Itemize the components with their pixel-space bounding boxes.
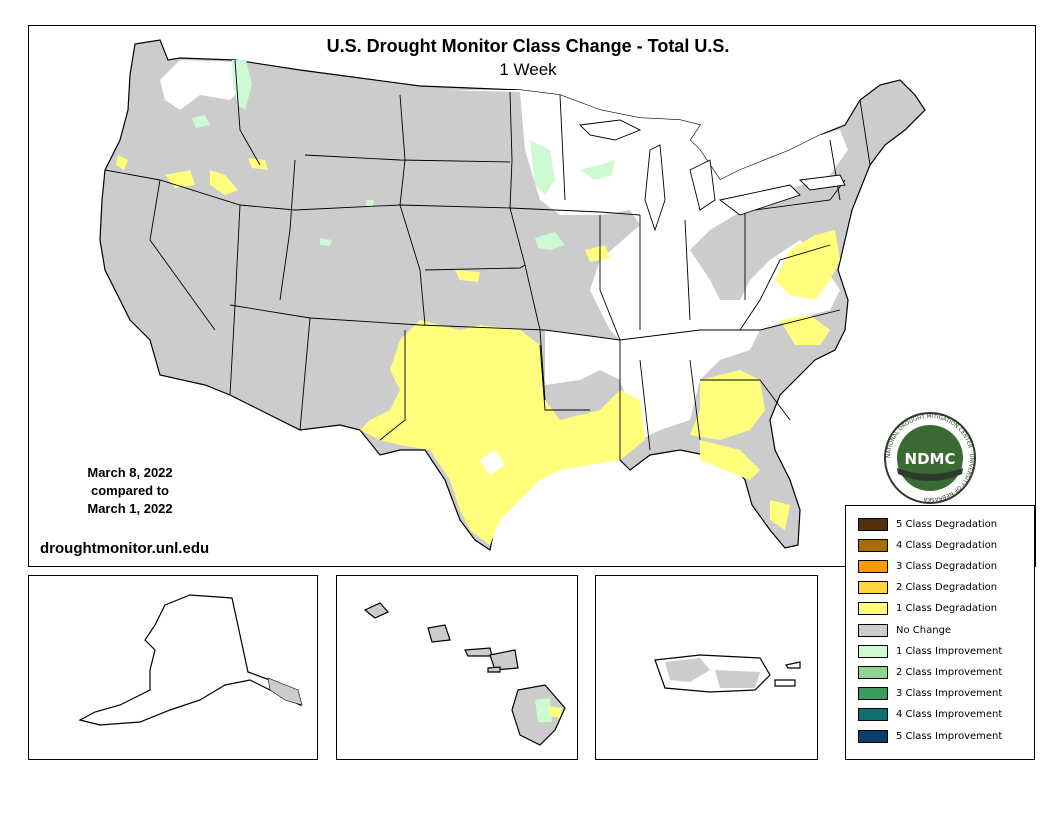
ndmc-logo: NDMC NATIONAL DROUGHT MITIGATION CENTER … — [882, 410, 978, 506]
legend-label: No Change — [896, 624, 952, 636]
date-current: March 8, 2022 — [87, 465, 173, 480]
legend-swatch — [858, 687, 888, 701]
legend-label: 5 Class Improvement — [896, 730, 1003, 742]
legend-label: 4 Class Improvement — [896, 709, 1003, 721]
legend-item: 1 Class Degradation — [858, 602, 997, 616]
conus-white-south — [545, 330, 760, 440]
degradation-patches — [116, 155, 840, 545]
ndmc-logo-text: NDMC — [905, 450, 956, 468]
legend-label: 1 Class Degradation — [896, 603, 998, 615]
conus-white-pnw — [160, 60, 245, 110]
legend-item: 2 Class Improvement — [858, 665, 1002, 679]
improvement-patches — [192, 60, 615, 250]
legend-swatch — [858, 729, 888, 743]
map-subtitle: 1 Week — [499, 60, 557, 79]
legend-item: 3 Class Improvement — [858, 687, 1002, 701]
legend-swatch — [858, 644, 888, 658]
legend-item: 4 Class Degradation — [858, 538, 997, 552]
hawaii-shapes — [363, 602, 566, 746]
legend-swatch — [858, 517, 888, 531]
texas-white-hole — [480, 450, 505, 475]
conus-map — [99, 39, 926, 551]
legend-swatch — [858, 559, 888, 573]
legend-item: 3 Class Degradation — [858, 559, 997, 573]
legend-item: 5 Class Improvement — [858, 729, 1002, 743]
legend-label: 5 Class Degradation — [896, 518, 998, 530]
great-lakes — [579, 119, 846, 232]
legend-label: 3 Class Improvement — [896, 688, 1003, 700]
legend-item: 4 Class Improvement — [858, 708, 1002, 722]
puerto-rico-shapes — [654, 654, 801, 693]
date-compared-to: compared to — [90, 483, 169, 498]
legend-label: 2 Class Improvement — [896, 666, 1003, 678]
legend-swatch — [858, 602, 888, 616]
state-borders — [104, 59, 871, 460]
map-title: U.S. Drought Monitor Class Change - Tota… — [326, 36, 730, 56]
alaska-shape — [78, 594, 303, 726]
website-link[interactable]: droughtmonitor.unl.edu — [40, 540, 210, 557]
legend-item: No Change — [858, 623, 951, 637]
date-previous: March 1, 2022 — [87, 501, 173, 516]
legend-label: 4 Class Degradation — [896, 539, 998, 551]
map-legend: 5 Class Degradation 4 Class Degradation 3 … — [845, 505, 1035, 760]
legend-label: 1 Class Improvement — [896, 645, 1003, 657]
legend-label: 2 Class Degradation — [896, 582, 998, 594]
legend-label: 3 Class Degradation — [896, 560, 998, 572]
legend-item: 1 Class Improvement — [858, 644, 1002, 658]
legend-swatch — [858, 665, 888, 679]
legend-item: 2 Class Degradation — [858, 581, 997, 595]
legend-item: 5 Class Degradation — [858, 517, 997, 531]
legend-swatch — [858, 581, 888, 595]
legend-swatch — [858, 623, 888, 637]
legend-swatch — [858, 708, 888, 722]
legend-swatch — [858, 538, 888, 552]
